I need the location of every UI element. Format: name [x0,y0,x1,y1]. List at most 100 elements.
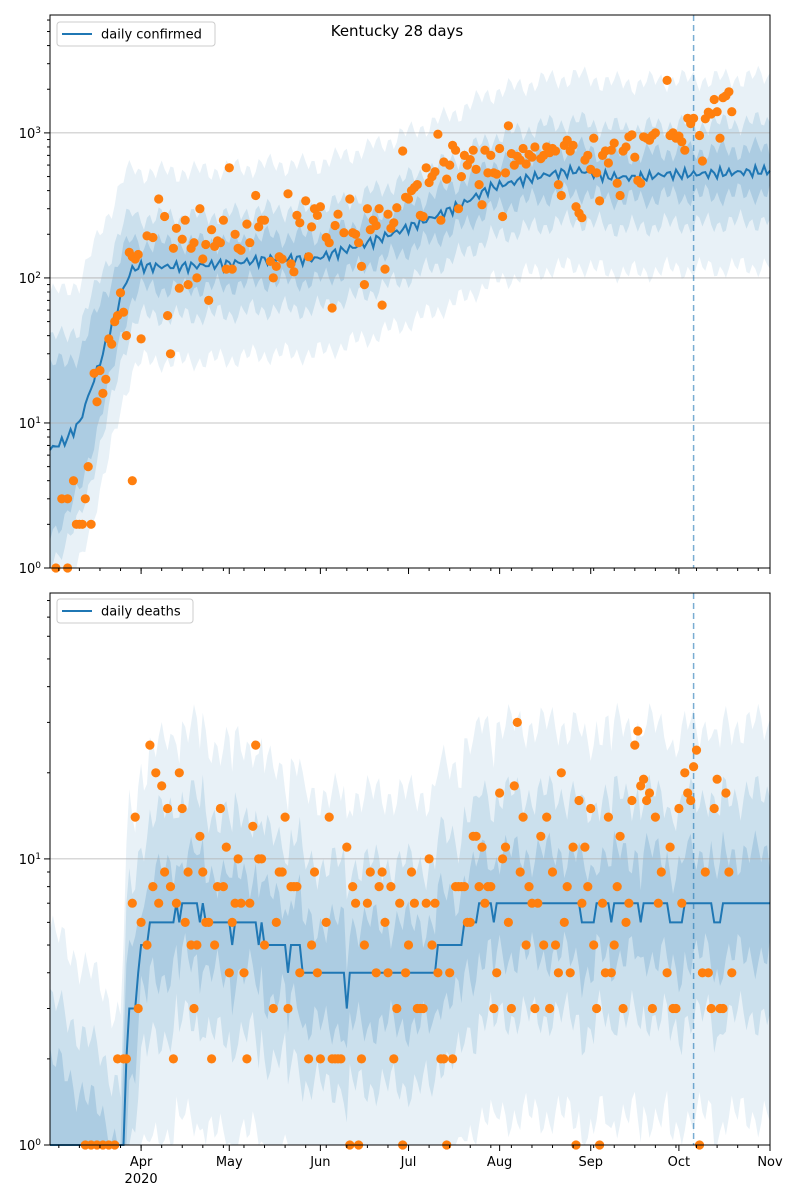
confirmed-y-axis: 100 101 102 103 [19,19,50,577]
deaths-legend: daily deaths [56,598,194,624]
data-point [624,898,634,908]
data-point [207,1054,217,1064]
data-point [568,842,578,852]
data-point [418,211,428,222]
data-point [224,968,234,978]
data-point [606,968,616,978]
data-point [183,280,193,290]
data-point [524,882,534,892]
data-point [192,940,202,950]
data-point [171,898,181,908]
data-point [421,163,431,173]
data-point [295,968,305,978]
data-point [712,774,722,784]
data-point [392,1003,402,1014]
data-point [345,194,355,204]
data-point [80,494,90,504]
data-point [365,867,375,877]
data-point [700,867,710,877]
data-point [304,252,314,262]
data-point [283,189,293,199]
data-point [148,232,158,243]
data-point [227,264,237,274]
data-point [160,867,170,877]
data-point [168,1054,178,1064]
confirmed-data-points [51,75,737,573]
data-point [242,219,252,229]
data-point [121,1054,131,1064]
data-point [459,882,469,892]
data-point [636,178,646,188]
data-point [118,307,129,317]
data-point [77,519,87,529]
data-point [677,137,687,147]
data-point [259,215,270,225]
deaths-x-axis: Apr 2020 May Jun Jul Aug Sep Oct Nov [58,1145,783,1187]
data-point [644,788,655,798]
data-point [477,842,487,852]
data-point [471,164,481,174]
data-point [709,803,719,814]
data-point [336,1054,346,1064]
data-point [427,940,437,950]
data-point [568,140,578,150]
data-point [580,842,590,852]
data-point [592,168,602,178]
data-point [536,831,546,841]
y-tick-label: 101 [19,852,41,868]
data-point [327,303,337,313]
data-point [453,204,464,214]
data-point [315,202,325,212]
data-point [403,194,414,204]
data-point [354,238,364,248]
data-point [127,898,137,908]
data-point [550,146,561,156]
data-point [603,812,614,822]
data-point [136,917,146,928]
data-point [174,283,184,293]
data-point [371,968,381,978]
data-point [677,898,687,908]
data-point [130,812,140,822]
data-point [115,288,126,298]
data-point [486,150,496,160]
data-point [171,223,181,233]
data-point [521,159,531,169]
data-point [553,180,564,190]
data-point [271,261,281,271]
data-point [650,128,661,138]
data-point [530,1003,540,1014]
data-point [168,243,178,253]
x-tick-label: Sep [578,1155,603,1170]
data-point [107,339,117,349]
data-point [492,169,502,179]
data-point [356,261,367,271]
data-point [697,156,708,166]
data-point [157,781,167,791]
data-point [98,388,108,398]
data-point [586,803,596,814]
data-point [324,812,334,822]
data-point [324,238,334,248]
data-point [709,94,719,105]
data-point [395,898,405,908]
data-point [518,143,528,154]
data-point [342,842,352,852]
x-year-label: 2020 [125,1172,158,1187]
data-point [612,178,622,188]
data-point [215,238,225,248]
data-point [348,882,358,892]
data-point [268,1003,278,1014]
data-point [163,803,173,814]
data-point [500,842,511,852]
data-point [671,1003,681,1014]
data-point [63,494,73,504]
data-point [383,209,393,219]
confirmed-uncertainty-bands [50,65,770,568]
data-point [121,331,131,341]
data-point [174,768,184,778]
data-point [374,882,384,892]
y-tick-label: 101 [19,416,41,432]
data-point [195,831,205,841]
data-point [95,365,105,376]
